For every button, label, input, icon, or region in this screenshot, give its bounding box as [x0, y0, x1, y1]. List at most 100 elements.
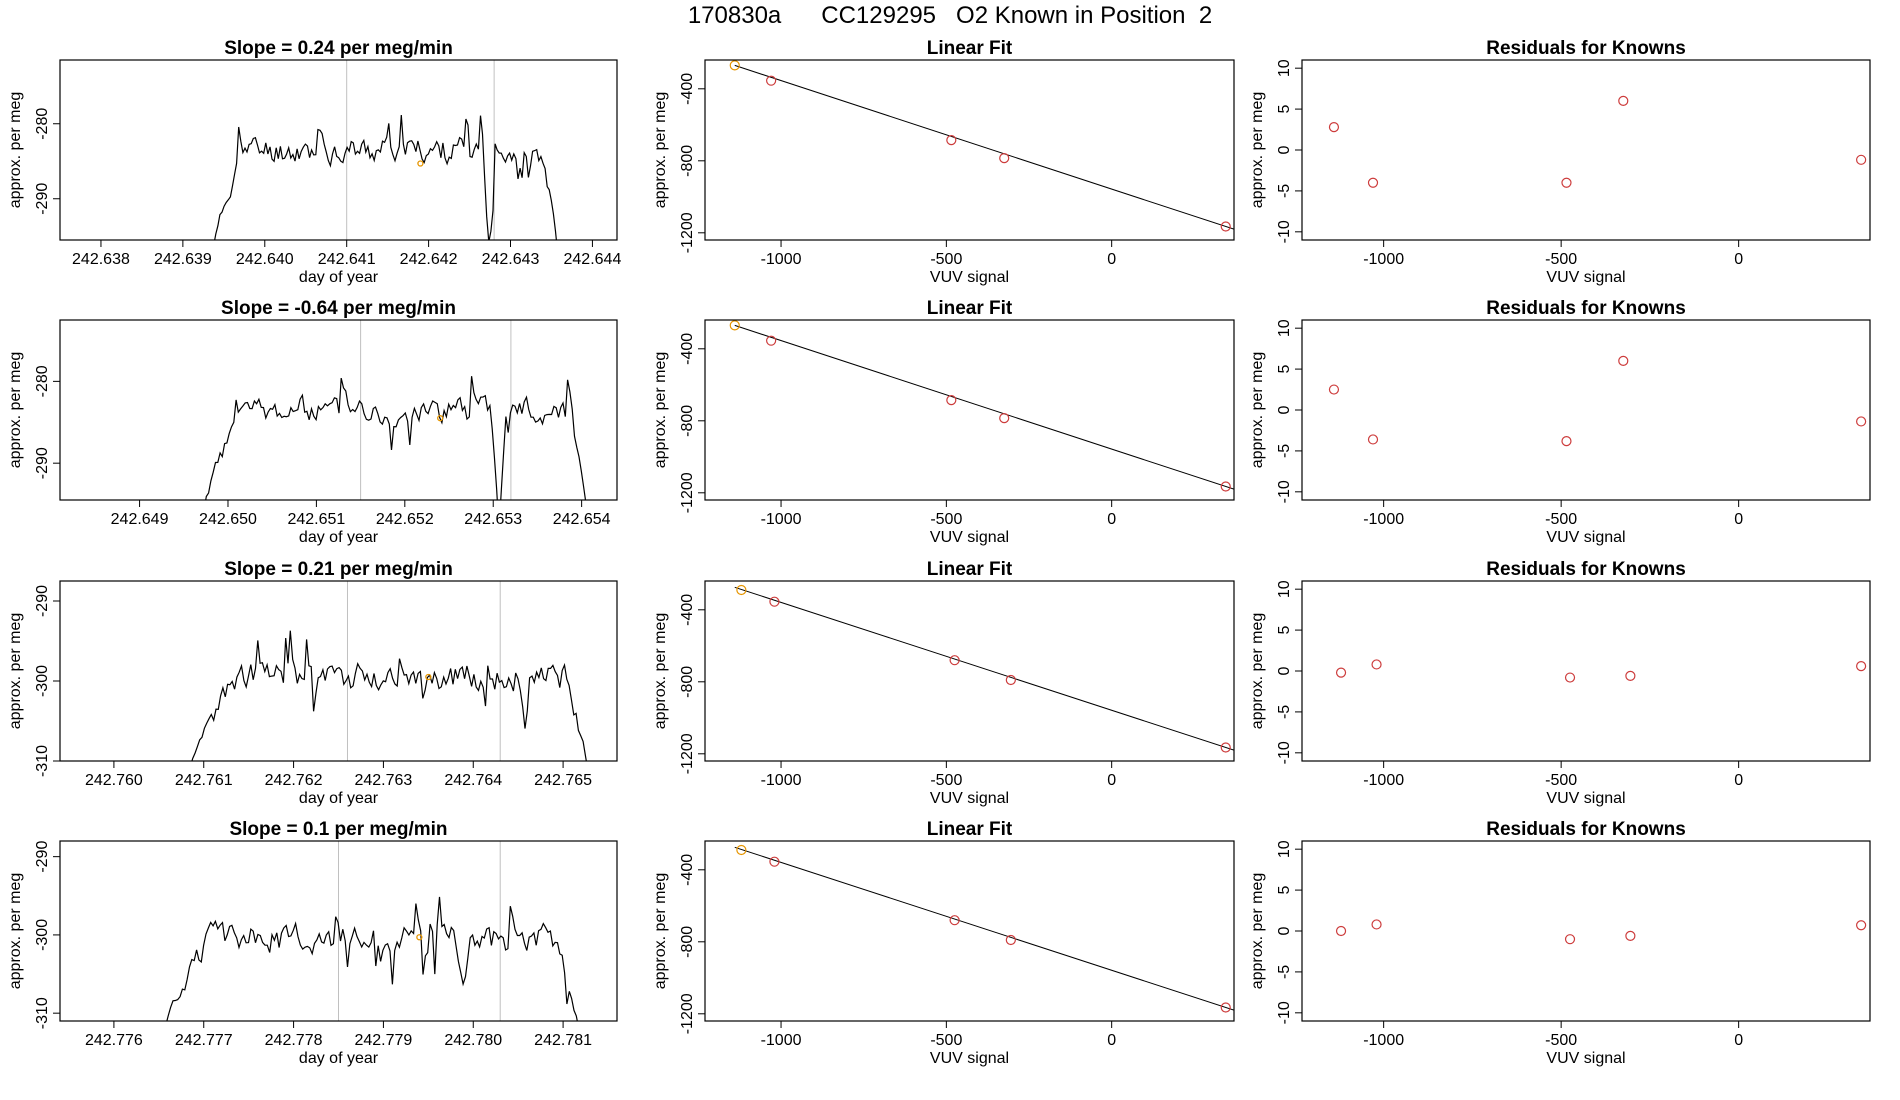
y-tick-label: 10 — [1276, 59, 1293, 77]
x-tick-label: 242.652 — [376, 511, 434, 528]
y-tick-label: -290 — [34, 841, 51, 873]
y-tick-label: -280 — [34, 365, 51, 397]
y-tick-label: -400 — [679, 333, 696, 365]
y-tick-label: -10 — [1276, 480, 1293, 503]
data-point — [1367, 434, 1379, 445]
y-axis-label: approx. per meg — [652, 613, 669, 730]
x-tick-label: 0 — [1734, 1032, 1743, 1049]
data-point — [1618, 95, 1629, 107]
y-tick-label: 10 — [1276, 319, 1293, 337]
y-axis-label: approx. per meg — [1249, 352, 1266, 469]
x-tick-label: 242.780 — [444, 1032, 502, 1049]
x-axis-label: VUV signal — [1546, 1050, 1625, 1067]
mean-marker — [416, 934, 423, 941]
x-axis-label: VUV signal — [1546, 790, 1625, 807]
plot-area — [729, 320, 1234, 492]
panel-title: Slope = 0.24 per meg/min — [224, 38, 453, 59]
highlight-point — [729, 320, 740, 331]
data-point — [1367, 177, 1379, 188]
y-axis-label: approx. per meg — [652, 92, 669, 209]
x-tick-label: 242.640 — [236, 251, 294, 268]
panel-r3-resid: Residuals for Knowns -1000 -500 0 10 5 0 -5 -10 V… — [1249, 559, 1871, 807]
plot-frame — [1301, 59, 1871, 241]
x-tick-label: 242.638 — [72, 251, 130, 268]
x-tick-label: -500 — [930, 772, 962, 789]
plot-frame — [704, 580, 1235, 762]
panel-r4-fit: Linear Fit -1000 -500 0 -400 -800 -1200 VUV sig… — [652, 819, 1235, 1067]
x-tick-label: -1000 — [761, 251, 802, 268]
plot-frame — [59, 319, 618, 501]
y-tick-label: -300 — [34, 665, 51, 697]
y-tick-label: -800 — [679, 145, 696, 177]
panel-title: Residuals for Knowns — [1486, 38, 1686, 59]
x-axis-label: day of year — [299, 269, 379, 286]
panel-title: Slope = -0.64 per meg/min — [221, 298, 456, 319]
fit-line — [734, 64, 1234, 230]
x-axis-label: VUV signal — [930, 1050, 1009, 1067]
x-axis-label: day of year — [299, 1050, 379, 1067]
plot-area — [734, 844, 1234, 1013]
data-point — [1561, 177, 1572, 188]
panel-r2-drift: Slope = -0.64 per meg/min 242.649 242.650 2… — [7, 298, 618, 546]
data-point — [1856, 660, 1867, 672]
x-tick-label: -500 — [1545, 1032, 1577, 1049]
panel-r2-resid: Residuals for Knowns -1000 -500 0 10 5 0 -5 -10 V… — [1249, 298, 1871, 546]
y-axis-label: approx. per meg — [7, 873, 24, 990]
panel-r1-resid: Residuals for Knowns -1000 -500 0 10 5 0 -5 -10 V… — [1249, 38, 1871, 286]
data-point — [1220, 742, 1231, 753]
y-tick-label: -5 — [1276, 705, 1293, 719]
mean-marker — [437, 415, 444, 422]
panel-title: Slope = 0.21 per meg/min — [224, 559, 453, 580]
y-axis-label: approx. per meg — [7, 613, 24, 730]
y-tick-label: -400 — [679, 854, 696, 886]
plot-frame — [59, 59, 618, 241]
y-axis-label: approx. per meg — [652, 873, 669, 990]
y-tick-label: -10 — [1276, 1001, 1293, 1024]
x-tick-label: 242.654 — [553, 511, 611, 528]
panel-r2-fit: Linear Fit -1000 -500 0 -400 -800 -1200 VUV sig… — [652, 298, 1235, 546]
plot-area — [1335, 919, 1867, 945]
data-point — [1561, 435, 1572, 447]
mean-marker — [417, 160, 424, 167]
y-axis-label: approx. per meg — [1249, 613, 1266, 730]
x-tick-label: -1000 — [1363, 251, 1404, 268]
y-tick-label: -800 — [679, 666, 696, 698]
data-point — [1618, 355, 1629, 367]
x-tick-label: -500 — [1545, 772, 1577, 789]
x-tick-label: 242.776 — [85, 1032, 143, 1049]
x-tick-label: -1000 — [761, 1032, 802, 1049]
x-tick-label: 242.765 — [534, 772, 592, 789]
panel-title: Residuals for Knowns — [1486, 559, 1686, 580]
y-axis-label: approx. per meg — [7, 352, 24, 469]
x-tick-label: 0 — [1107, 251, 1116, 268]
data-point — [946, 395, 957, 406]
plot-area — [1328, 355, 1867, 447]
x-tick-label: 242.650 — [199, 511, 257, 528]
y-tick-label: 5 — [1276, 626, 1293, 635]
x-axis-label: VUV signal — [930, 790, 1009, 807]
y-tick-label: -290 — [34, 447, 51, 479]
data-point — [946, 135, 957, 146]
y-tick-label: -300 — [34, 919, 51, 951]
y-tick-label: 0 — [1276, 926, 1293, 935]
plot-frame — [1301, 319, 1871, 501]
x-tick-label: 242.763 — [354, 772, 412, 789]
plot-frame — [1301, 840, 1871, 1022]
panel-title: Linear Fit — [927, 298, 1013, 319]
drift-trace — [214, 114, 557, 240]
fit-line — [734, 846, 1234, 1011]
x-tick-label: 242.781 — [534, 1032, 592, 1049]
plot-area — [166, 841, 578, 1021]
panel-r1-drift: Slope = 0.24 per meg/min 242.638 242.639 24… — [7, 38, 621, 286]
x-tick-label: -1000 — [1363, 1032, 1404, 1049]
x-tick-label: 0 — [1107, 772, 1116, 789]
y-tick-label: -280 — [34, 108, 51, 140]
plot-area — [1335, 659, 1867, 683]
data-point — [999, 153, 1010, 164]
x-tick-label: 242.777 — [175, 1032, 233, 1049]
x-tick-label: 0 — [1107, 511, 1116, 528]
panel-r4-drift: Slope = 0.1 per meg/min 242.776 242.777 242… — [7, 819, 618, 1067]
data-point — [1564, 934, 1576, 945]
y-tick-label: 5 — [1276, 886, 1293, 895]
